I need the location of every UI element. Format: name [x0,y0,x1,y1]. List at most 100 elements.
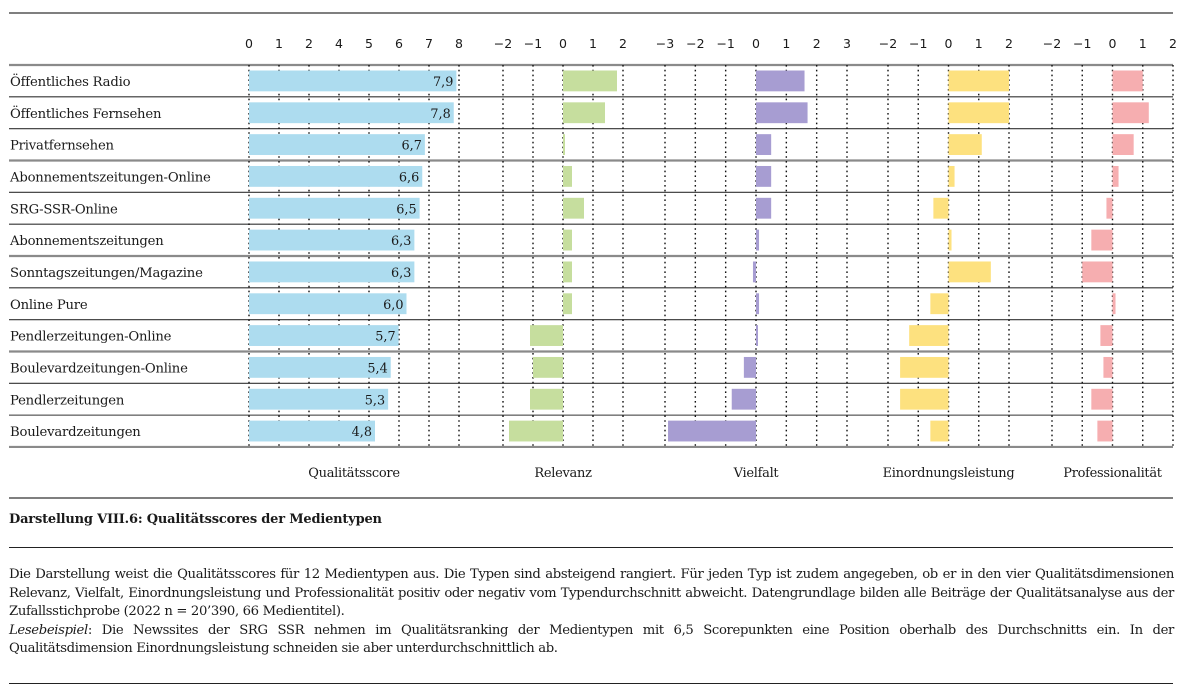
bar-professionalitaet [1100,325,1113,346]
data-label-score: 6,0 [383,298,403,313]
bar-score [249,165,423,187]
tick-label-vielfalt: −3 [656,36,674,51]
bar-professionalitaet [1112,102,1149,124]
tick-label-professionalitaet: 1 [1139,36,1147,51]
tick-label-relevanz: 2 [619,36,627,51]
media-quality-chart: Öffentliches Radio Öffentliches Fernsehen… [9,12,1177,499]
data-label-score: 5,7 [375,330,395,345]
reading-example-label: Lesebeispiel [9,622,88,638]
bar-vielfalt [756,70,805,92]
tick-label-professionalitaet: 2 [1169,36,1177,51]
bar-score [249,356,391,378]
bar-einordnung [900,356,949,378]
tick-label-score: 4 [335,36,343,51]
bar-einordnung [948,70,1009,92]
tick-label-score: 7 [425,36,433,51]
bar-vielfalt [668,420,756,442]
divider-caption-bottom [9,547,1173,548]
bar-professionalitaet [1112,165,1119,187]
tick-label-einordnung: 1 [975,36,983,51]
tick-label-vielfalt: 0 [752,36,760,51]
category-label: Pendlerzeitungen [10,393,125,408]
bar-score [249,388,389,410]
tick-label-score: 8 [455,36,463,51]
reading-example-text: : Die Newssites der SRG SSR nehmen im Qu… [9,622,1174,657]
bar-vielfalt [756,134,772,155]
category-label: Sonntagszeitungen/Magazine [10,266,203,281]
tick-label-einordnung: −1 [909,36,927,51]
panel-title-professionalitaet: Professionalität [1063,466,1163,481]
category-label: Privatfernsehen [10,139,115,154]
bar-vielfalt [756,325,758,346]
bar-einordnung [930,293,949,315]
bar-einordnung [930,420,949,442]
tick-label-score: 1 [275,36,283,51]
category-label: Pendlerzeitungen-Online [10,330,172,345]
bar-vielfalt [756,293,760,315]
bar-relevanz [563,134,565,155]
bar-professionalitaet [1091,388,1113,410]
data-label-score: 4,8 [352,425,372,440]
data-label-score: 7,9 [433,75,453,90]
bar-relevanz [563,102,605,124]
data-label-score: 6,5 [396,202,416,217]
bar-vielfalt [752,261,756,283]
bar-score [249,261,415,283]
bar-einordnung [948,229,952,251]
tick-label-einordnung: 2 [1005,36,1013,51]
category-label: Boulevardzeitungen [10,425,141,440]
tick-label-vielfalt: 2 [813,36,821,51]
tick-label-relevanz: −2 [494,36,512,51]
bar-professionalitaet [1106,197,1113,219]
data-label-score: 6,6 [399,170,419,185]
bar-einordnung [948,102,1009,124]
tick-label-einordnung: 0 [945,36,953,51]
tick-label-professionalitaet: −1 [1073,36,1091,51]
tick-label-score: 6 [395,36,403,51]
description-paragraph: Die Darstellung weist die Qualitätsscore… [9,567,1174,620]
bar-professionalitaet [1091,229,1113,251]
bar-score [249,229,415,251]
bar-vielfalt [756,229,760,251]
data-label-score: 6,3 [391,266,411,281]
bar-score [249,325,399,346]
bar-relevanz [563,70,617,92]
category-label: Abonnementszeitungen-Online [9,170,211,185]
data-label-score: 7,8 [430,107,450,122]
bar-relevanz [530,325,563,346]
bar-einordnung [948,261,991,283]
bar-relevanz [563,229,572,251]
tick-label-vielfalt: −1 [716,36,734,51]
bar-relevanz [533,356,563,378]
bar-score [249,293,407,315]
tick-label-score: 0 [245,36,253,51]
category-label: Online Pure [10,298,88,313]
bar-professionalitaet [1082,261,1113,283]
category-label: Öffentliches Radio [10,73,131,90]
bar-relevanz [509,420,563,442]
data-label-score: 5,3 [365,393,385,408]
bar-professionalitaet [1097,420,1113,442]
tick-label-score: 5 [365,36,373,51]
bar-professionalitaet [1103,356,1113,378]
data-label-score: 6,3 [391,234,411,249]
data-label-score: 6,7 [402,139,422,154]
tick-label-vielfalt: 1 [782,36,790,51]
tick-label-professionalitaet: −2 [1043,36,1061,51]
category-label: Boulevardzeitungen-Online [10,361,188,376]
panel-title-score: Qualitätsscore [308,466,400,481]
figure-caption: Darstellung VIII.6: Qualitätsscores der … [9,512,382,527]
tick-label-relevanz: 0 [559,36,567,51]
bar-relevanz [530,388,563,410]
bar-professionalitaet [1112,134,1134,155]
category-label: SRG-SSR-Online [10,202,118,217]
figure-description: Die Darstellung weist die Qualitätsscore… [9,566,1174,659]
bar-score [249,70,457,92]
bar-vielfalt [731,388,756,410]
bar-score [249,420,375,442]
tick-label-vielfalt: 3 [843,36,851,51]
bar-einordnung [933,197,949,219]
bar-professionalitaet [1112,293,1116,315]
bar-relevanz [563,293,572,315]
divider-bottom [9,683,1173,684]
